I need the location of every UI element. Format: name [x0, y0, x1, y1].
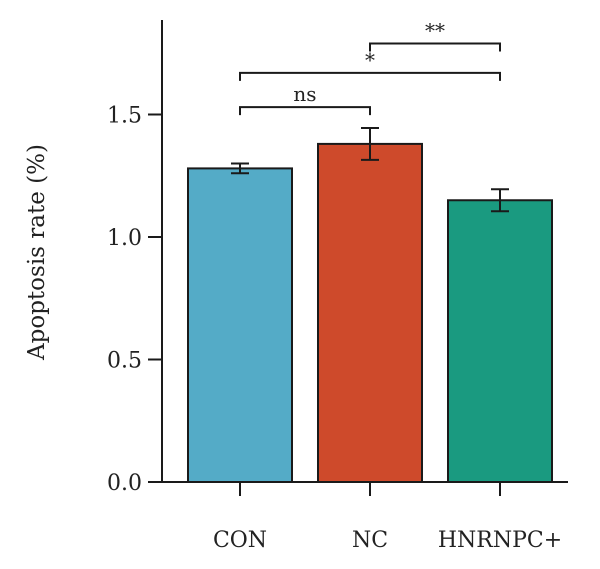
- significance-label-2: *: [365, 48, 375, 72]
- significance-label-3: **: [425, 18, 445, 42]
- x-tick-label-hnrnpc: HNRNPC+: [438, 528, 562, 553]
- axes-layer: CON NC HNRNPC+ 0.0 0.5 1.0 1.5: [107, 20, 568, 553]
- significance-layer: ns***: [239, 18, 501, 116]
- y-tick-label-2: 1.0: [107, 226, 142, 251]
- error-bars-layer: [231, 126, 509, 213]
- significance-bracket-2: [239, 71, 501, 81]
- y-tick-label-0: 0.0: [107, 471, 142, 496]
- bars-layer: [187, 142, 553, 483]
- y-axis-title: Apoptosis rate (%): [24, 144, 50, 361]
- bar-nc: [317, 142, 423, 483]
- bar-hnrnpc: [447, 199, 553, 483]
- bar-con: [187, 167, 293, 483]
- x-tick-label-nc: NC: [352, 528, 388, 553]
- significance-bracket-3: [369, 42, 501, 52]
- y-tick-label-3: 1.5: [107, 104, 142, 129]
- y-tick-label-1: 0.5: [107, 349, 142, 374]
- x-tick-label-con: CON: [213, 528, 267, 553]
- significance-bracket-1: [239, 106, 371, 116]
- significance-label-1: ns: [293, 82, 316, 106]
